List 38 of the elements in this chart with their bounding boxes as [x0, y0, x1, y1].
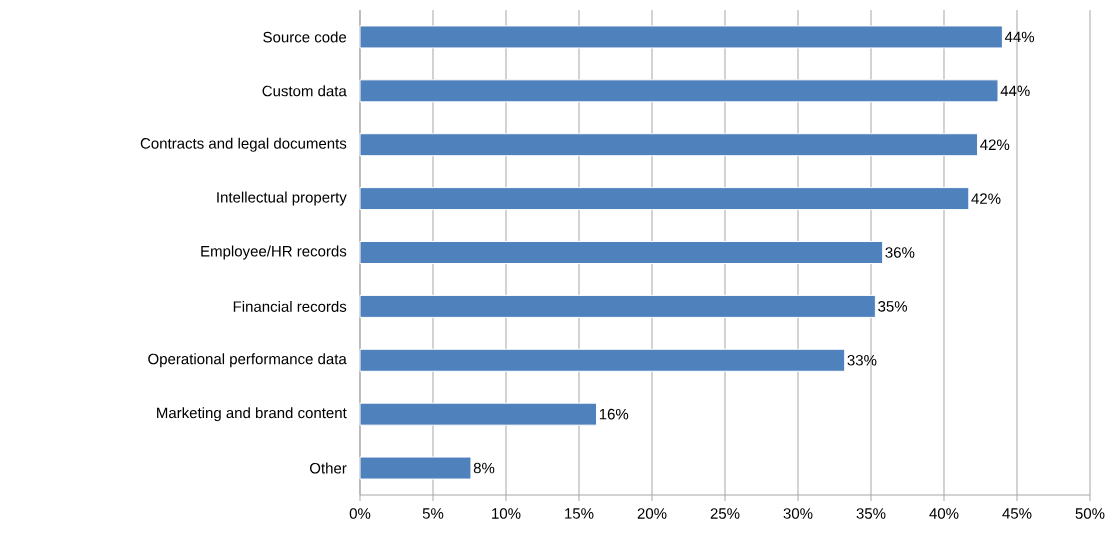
x-tick-label: 35% [856, 508, 886, 519]
data-label: 44% [1000, 85, 1030, 97]
y-tick-label: Operational performance data [148, 353, 347, 368]
x-tick-label: 25% [710, 508, 740, 519]
y-tick-label: Contracts and legal documents [140, 137, 347, 152]
x-tick-label: 50% [1075, 508, 1105, 519]
bar [359, 25, 1003, 49]
x-tick-label: 0% [349, 508, 371, 519]
data-label: 44% [1004, 31, 1035, 43]
x-tick-label: 20% [637, 508, 667, 519]
data-label: 42% [971, 193, 1001, 204]
data-label: 16% [599, 408, 629, 420]
y-tick-label: Intellectual property [217, 191, 347, 206]
y-tick-label: Custom data [262, 85, 347, 97]
x-tick-label: 45% [1002, 508, 1032, 519]
x-tick-label: 5% [422, 508, 444, 519]
bar [359, 187, 970, 211]
y-tick-label: Marketing and brand content [157, 407, 347, 422]
bar [359, 79, 999, 103]
data-label: 42% [980, 139, 1010, 151]
data-label: 8% [473, 462, 495, 474]
data-label: 33% [847, 354, 877, 366]
y-tick-label: Source code [263, 31, 347, 43]
bar [359, 348, 846, 372]
bar [359, 133, 979, 157]
x-tick-label: 10% [492, 508, 521, 519]
data-label: 36% [885, 247, 915, 258]
bar [359, 456, 472, 480]
x-tick-label: 15% [565, 508, 594, 519]
bar [359, 402, 598, 426]
bar [359, 241, 884, 264]
y-tick-label: Financial records [233, 300, 347, 312]
data-label: 35% [878, 301, 908, 312]
x-tick-label: 40% [929, 508, 959, 519]
x-tick-label: 30% [783, 508, 813, 519]
bar [359, 294, 876, 318]
y-tick-label: Other [310, 462, 347, 474]
y-tick-label: Employee/HR records [201, 245, 347, 260]
